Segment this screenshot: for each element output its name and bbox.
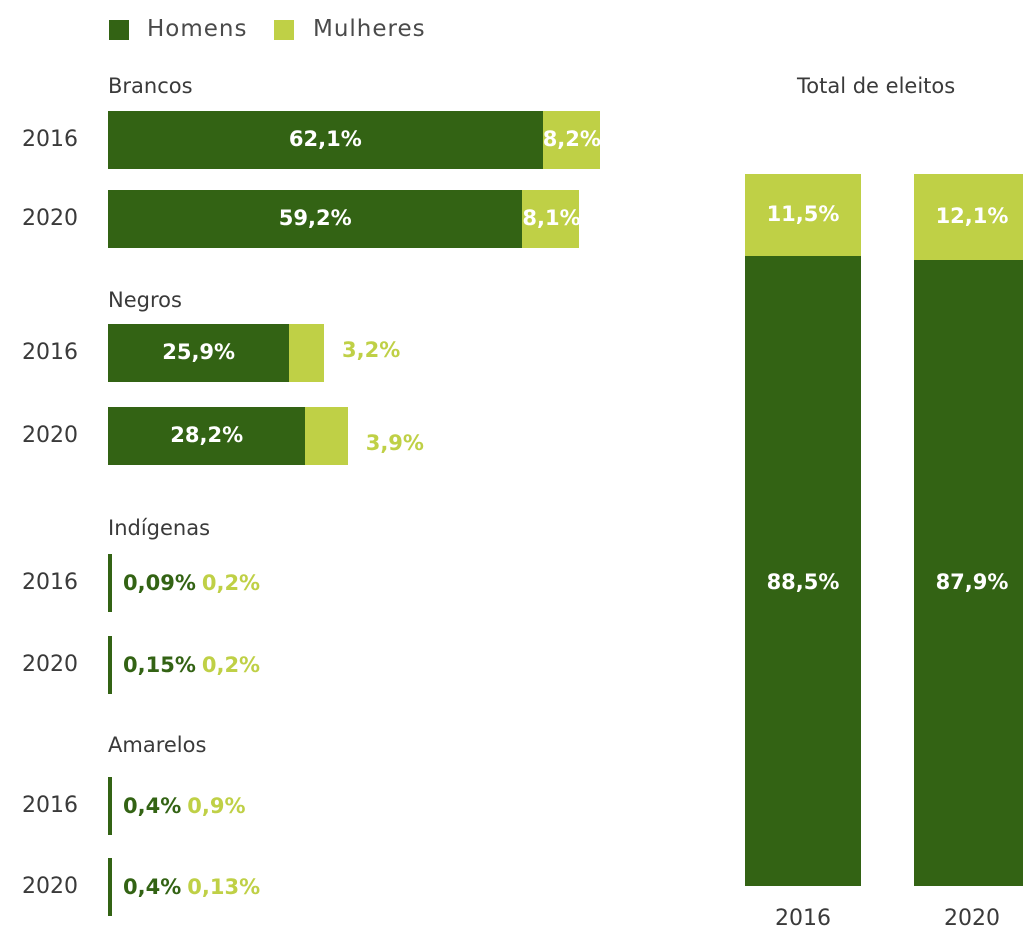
men-value-label: 0,4%	[123, 794, 182, 818]
group-label-amarelos: Amarelos	[108, 733, 207, 757]
total-men-bar	[914, 260, 1023, 886]
row-year-label: 2020	[22, 423, 78, 448]
row-year-label: 2020	[22, 206, 78, 231]
men-value-label: 0,09%	[123, 571, 196, 595]
row-year-label: 2016	[22, 340, 78, 365]
row-year-label: 2016	[22, 570, 78, 595]
value-labels: 0,15% 0,2%	[123, 655, 260, 676]
legend-swatch-homens	[109, 20, 129, 40]
legend-label-mulheres: Mulheres	[313, 16, 426, 42]
total-chart-title: Total de eleitos	[797, 74, 956, 98]
total-men-bar	[745, 255, 861, 886]
men-value-label: 0,15%	[123, 653, 196, 677]
men-value-label: 25,9%	[162, 340, 236, 364]
total-women-label: 12,1%	[935, 204, 1009, 229]
men-bar-segment	[108, 190, 523, 248]
women-bar-segment	[522, 190, 580, 248]
value-labels: 0,4% 0,9%	[123, 796, 246, 817]
men-value-label: 28,2%	[170, 423, 244, 447]
total-men-label: 88,5%	[766, 570, 840, 594]
total-women-bar	[745, 174, 861, 256]
women-value-label: 0,2%	[201, 653, 261, 677]
men-value-label: 0,4%	[123, 875, 182, 899]
men-bar-segment	[108, 554, 112, 612]
women-value-label: 8,2%	[542, 127, 601, 151]
total-year-label: 2020	[944, 906, 1000, 931]
row-year-label: 2020	[22, 652, 78, 677]
value-labels: 0,09% 0,2%	[123, 573, 260, 594]
legend-swatch-mulheres	[274, 20, 294, 40]
group-label-brancos: Brancos	[108, 74, 193, 98]
women-value-label: 0,13%	[187, 875, 261, 899]
row-year-label: 2016	[22, 793, 78, 818]
value-labels: 0,4% 0,13%	[123, 877, 260, 898]
row-year-label: 2016	[22, 127, 78, 152]
women-value-label: 8,1%	[522, 206, 581, 230]
group-label-negros: Negros	[108, 288, 182, 312]
legend-label-homens: Homens	[147, 16, 248, 42]
men-bar-segment	[108, 777, 112, 835]
women-bar-segment	[542, 111, 601, 169]
women-bar-segment	[289, 324, 325, 382]
women-bar-segment	[305, 407, 348, 465]
women-value-label: 0,9%	[187, 794, 246, 818]
women-value-label: 0,2%	[201, 571, 261, 595]
total-men-label: 87,9%	[935, 570, 1009, 594]
women-value-label: 3,2%	[342, 338, 401, 362]
men-bar-segment	[108, 407, 306, 465]
total-women-bar	[914, 174, 1023, 261]
men-bar-segment	[108, 111, 543, 169]
total-women-label: 11,5%	[766, 201, 840, 226]
men-value-label: 62,1%	[288, 127, 362, 151]
men-bar-segment	[108, 858, 112, 916]
men-bar-segment	[108, 324, 290, 382]
row-year-label: 2020	[22, 874, 78, 899]
group-label-indigenas: Indígenas	[108, 516, 211, 540]
men-bar-segment	[108, 636, 112, 694]
men-value-label: 59,2%	[278, 206, 352, 230]
total-year-label: 2016	[775, 906, 831, 931]
women-value-label: 3,9%	[365, 431, 424, 455]
